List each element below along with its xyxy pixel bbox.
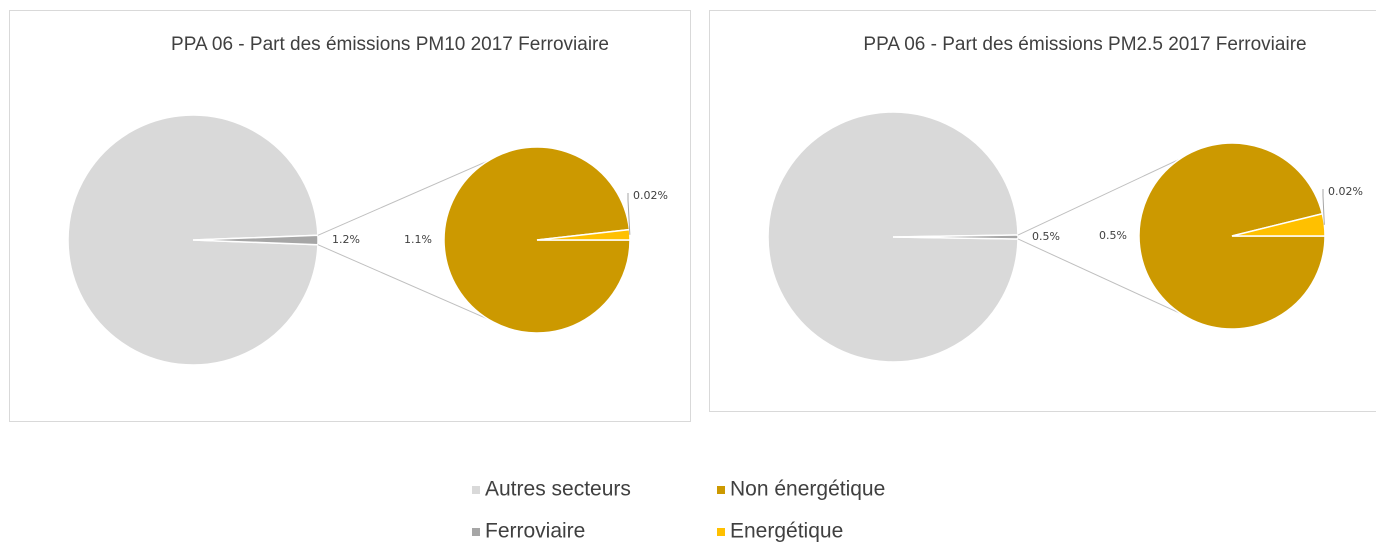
legend-swatch xyxy=(472,486,480,494)
connector xyxy=(317,244,510,329)
leader-line xyxy=(1322,189,1325,225)
connector xyxy=(317,151,510,236)
legend-label: Energétique xyxy=(730,520,843,543)
chart-title: PPA 06 - Part des émissions PM10 2017 Fe… xyxy=(171,34,609,55)
pie-slice xyxy=(192,234,319,246)
legend-swatch xyxy=(472,528,480,536)
pie-slice xyxy=(67,114,319,366)
connector xyxy=(1017,147,1205,236)
chart-title: PPA 06 - Part des émissions PM2.5 2017 F… xyxy=(863,34,1306,55)
pie-slice xyxy=(892,234,1019,240)
pie-slice xyxy=(767,111,1019,363)
connector xyxy=(1017,238,1205,325)
leader-line xyxy=(627,193,631,235)
legend-label: Non énergétique xyxy=(730,478,885,501)
data-label: 1.1% xyxy=(404,233,432,246)
data-label: 0.5% xyxy=(1099,229,1127,242)
legend-label: Autres secteurs xyxy=(485,478,631,501)
legend-label: Ferroviaire xyxy=(485,520,585,543)
legend-swatch xyxy=(717,486,725,494)
data-label: 0.5% xyxy=(1032,230,1060,243)
legend-swatch xyxy=(717,528,725,536)
data-label: 0.02% xyxy=(1328,185,1363,198)
pie-slice xyxy=(1231,212,1326,237)
data-label: 1.2% xyxy=(332,233,360,246)
data-label: 0.02% xyxy=(633,189,668,202)
